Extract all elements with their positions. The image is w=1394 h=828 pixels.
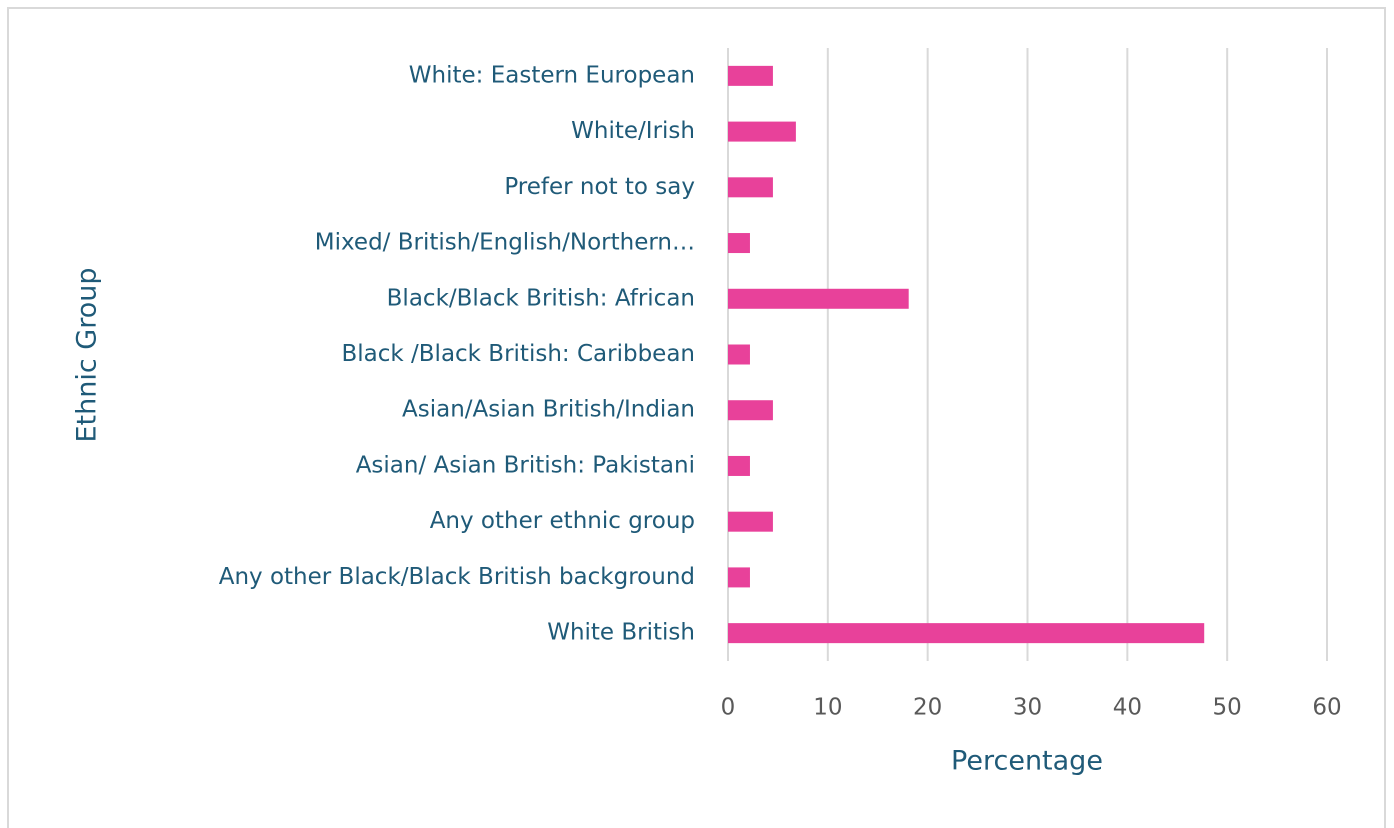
- bar: [728, 121, 796, 142]
- y-tick-label: Any other ethnic group: [430, 508, 695, 534]
- bar: [728, 455, 750, 476]
- y-tick-label: Black/Black British: African: [387, 285, 695, 311]
- x-tick-label: 40: [1113, 695, 1142, 721]
- x-axis-title: Percentage: [951, 746, 1103, 777]
- x-tick-label: 30: [1013, 695, 1042, 721]
- x-tick-label: 60: [1312, 695, 1341, 721]
- bar: [728, 233, 750, 254]
- x-tick-label: 0: [721, 695, 736, 721]
- x-tick-label: 20: [913, 695, 942, 721]
- y-tick-label: White/Irish: [571, 118, 695, 144]
- bar: [728, 511, 773, 532]
- y-tick-label: Any other Black/Black British background: [219, 564, 695, 590]
- y-tick-label: White: Eastern European: [409, 62, 695, 88]
- y-tick-label: Black /Black British: Caribbean: [341, 341, 695, 367]
- bar: [728, 288, 909, 309]
- y-axis-title: Ethnic Group: [72, 268, 103, 443]
- x-tick-label: 50: [1213, 695, 1242, 721]
- bar: [728, 400, 773, 421]
- x-tick-label: 10: [813, 695, 842, 721]
- bar: [728, 177, 773, 198]
- bar: [728, 623, 1205, 644]
- y-tick-label: Prefer not to say: [504, 174, 695, 200]
- y-tick-label: Asian/ Asian British: Pakistani: [356, 452, 695, 478]
- y-tick-label: White British: [547, 620, 695, 646]
- y-tick-label: Asian/Asian British/Indian: [402, 397, 695, 423]
- bar: [728, 344, 750, 365]
- chart-frame: [7, 7, 1386, 828]
- bar: [728, 65, 773, 86]
- bar: [728, 567, 750, 588]
- y-tick-label: Mixed/ British/English/Northern…: [315, 230, 695, 256]
